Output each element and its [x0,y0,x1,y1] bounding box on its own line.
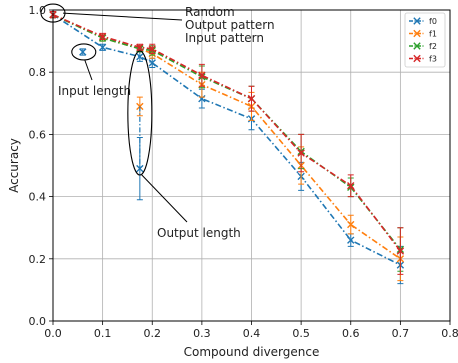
x-axis-label: Compound divergence [184,345,320,359]
x-tick-label: 0.1 [94,327,112,340]
data-point-f3 [347,182,355,190]
y-tick-label: 0.0 [29,315,47,328]
isolated-point-f0 [79,48,87,56]
isolated-points-layer [79,48,144,201]
data-point-f0 [98,43,107,52]
y-tick-label: 0.6 [29,128,47,141]
x-tick-label: 0.0 [44,327,62,340]
x-tick-label: 0.4 [243,327,261,340]
data-point-f0 [136,52,144,61]
data-point-f0 [347,236,355,244]
annotation-circle-input-length [71,43,97,61]
series-layer [49,10,405,285]
data-point-f3 [136,43,144,52]
annotation-input-length: Input length [58,84,131,98]
legend-label-f3: f3 [429,55,437,64]
legend-entry-f0: f0 [409,17,437,26]
legend-entry-f2: f2 [409,42,437,51]
x-tick-label: 0.8 [441,327,458,340]
annotations-layer: Random Output pattern Input pattern Inpu… [40,3,275,240]
legend-label-f1: f1 [429,30,437,39]
annotation-ellipse-output-length [127,50,153,176]
legend-entry-f1: f1 [409,30,437,39]
annotation-leader-input-length [84,59,93,81]
x-tick-label: 0.2 [144,327,162,340]
tick-labels: 0.0 0.1 0.2 0.3 0.4 0.5 0.6 0.7 0.8 0.0 0.2 0.4 0.6 0… [29,4,458,340]
x-tick-label: 0.7 [392,327,410,340]
data-point-f3 [297,149,305,157]
legend-marker-f1 [413,29,421,38]
legend: f0 f1 f2 f3 [404,12,446,68]
data-point-f3 [396,247,405,255]
data-point-f3 [247,94,256,103]
annotation-output-length: Output length [157,226,241,240]
annotation-output-pattern: Output pattern [185,18,275,32]
x-tick-label: 0.3 [193,327,211,340]
y-tick-label: 1.0 [29,4,47,17]
y-axis-label: Accuracy [7,138,21,193]
data-point-f1 [347,220,355,229]
data-point-f3 [148,45,156,53]
series-line-f0 [52,13,401,266]
y-tick-label: 0.8 [29,66,47,79]
legend-marker-f0 [413,17,421,25]
x-tick-label: 0.6 [342,327,360,340]
series-f3 [49,10,405,275]
legend-label-f2: f2 [429,42,437,51]
data-point-f0 [198,94,206,103]
data-point-f0 [148,59,156,67]
annotation-leader-top [62,12,183,21]
data-point-f3 [98,32,107,41]
x-tick-label: 0.5 [292,327,310,340]
annotation-input-pattern: Input pattern [185,31,264,45]
annotation-random: Random [185,5,235,19]
legend-entry-f3: f3 [409,55,437,64]
grid [52,9,451,322]
legend-marker-f2 [413,42,421,50]
y-tick-label: 0.4 [29,191,47,204]
data-point-f3 [198,71,206,80]
annotation-leader-output-length [141,174,188,223]
isolated-point-f0 [136,164,144,173]
y-tick-label: 0.2 [29,253,47,266]
legend-label-f0: f0 [429,17,437,26]
series-line-f3 [52,13,402,252]
legend-marker-f3 [413,54,421,63]
legend-box [404,12,446,68]
